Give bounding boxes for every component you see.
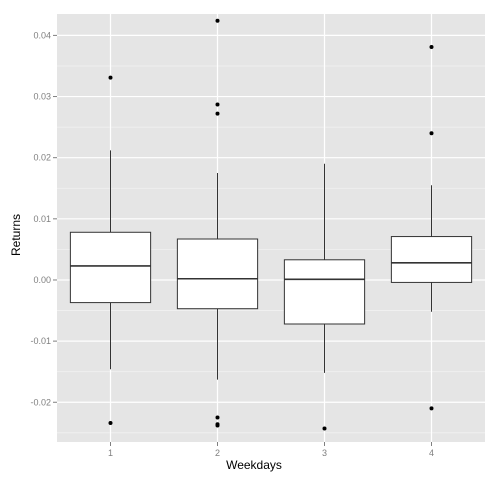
outlier-point (322, 426, 327, 431)
x-axis: 1 2 3 4 (108, 442, 434, 458)
outlier-point (215, 18, 220, 23)
box-group-2 (176, 18, 259, 428)
y-tick-label: 0.02 (33, 153, 51, 163)
y-tick-label: 0.03 (33, 92, 51, 102)
x-tick-label: 3 (322, 448, 327, 458)
box-group-4 (390, 45, 473, 411)
y-tick-label: 0.00 (33, 275, 51, 285)
outlier-point (215, 423, 220, 428)
y-tick-label: 0.01 (33, 214, 51, 224)
x-tick-label: 2 (215, 448, 220, 458)
y-tick-label: 0.04 (33, 30, 51, 40)
outlier-point (215, 102, 220, 107)
y-tick-label: -0.02 (30, 397, 51, 407)
boxes (69, 18, 473, 431)
y-axis-title: Returns (9, 214, 23, 256)
box-iqr (283, 259, 366, 325)
outlier-point (429, 406, 434, 411)
outlier-point (429, 45, 434, 50)
y-tick-label: -0.01 (30, 336, 51, 346)
outlier-point (215, 111, 220, 116)
x-tick-label: 4 (429, 448, 434, 458)
outlier-point (108, 75, 113, 80)
box-iqr (176, 238, 259, 310)
x-axis-title: Weekdays (226, 458, 282, 472)
x-tick-label: 1 (108, 448, 113, 458)
outlier-point (215, 415, 220, 420)
plot-panel (57, 14, 485, 442)
outlier-point (429, 131, 434, 136)
box-iqr (390, 236, 473, 283)
outlier-point (108, 421, 113, 426)
y-axis: -0.02 -0.01 0.00 0.01 0.02 0.03 0.04 (30, 30, 57, 407)
box-iqr (69, 231, 152, 304)
box-group-3 (283, 163, 366, 431)
box-group-1 (69, 75, 152, 426)
